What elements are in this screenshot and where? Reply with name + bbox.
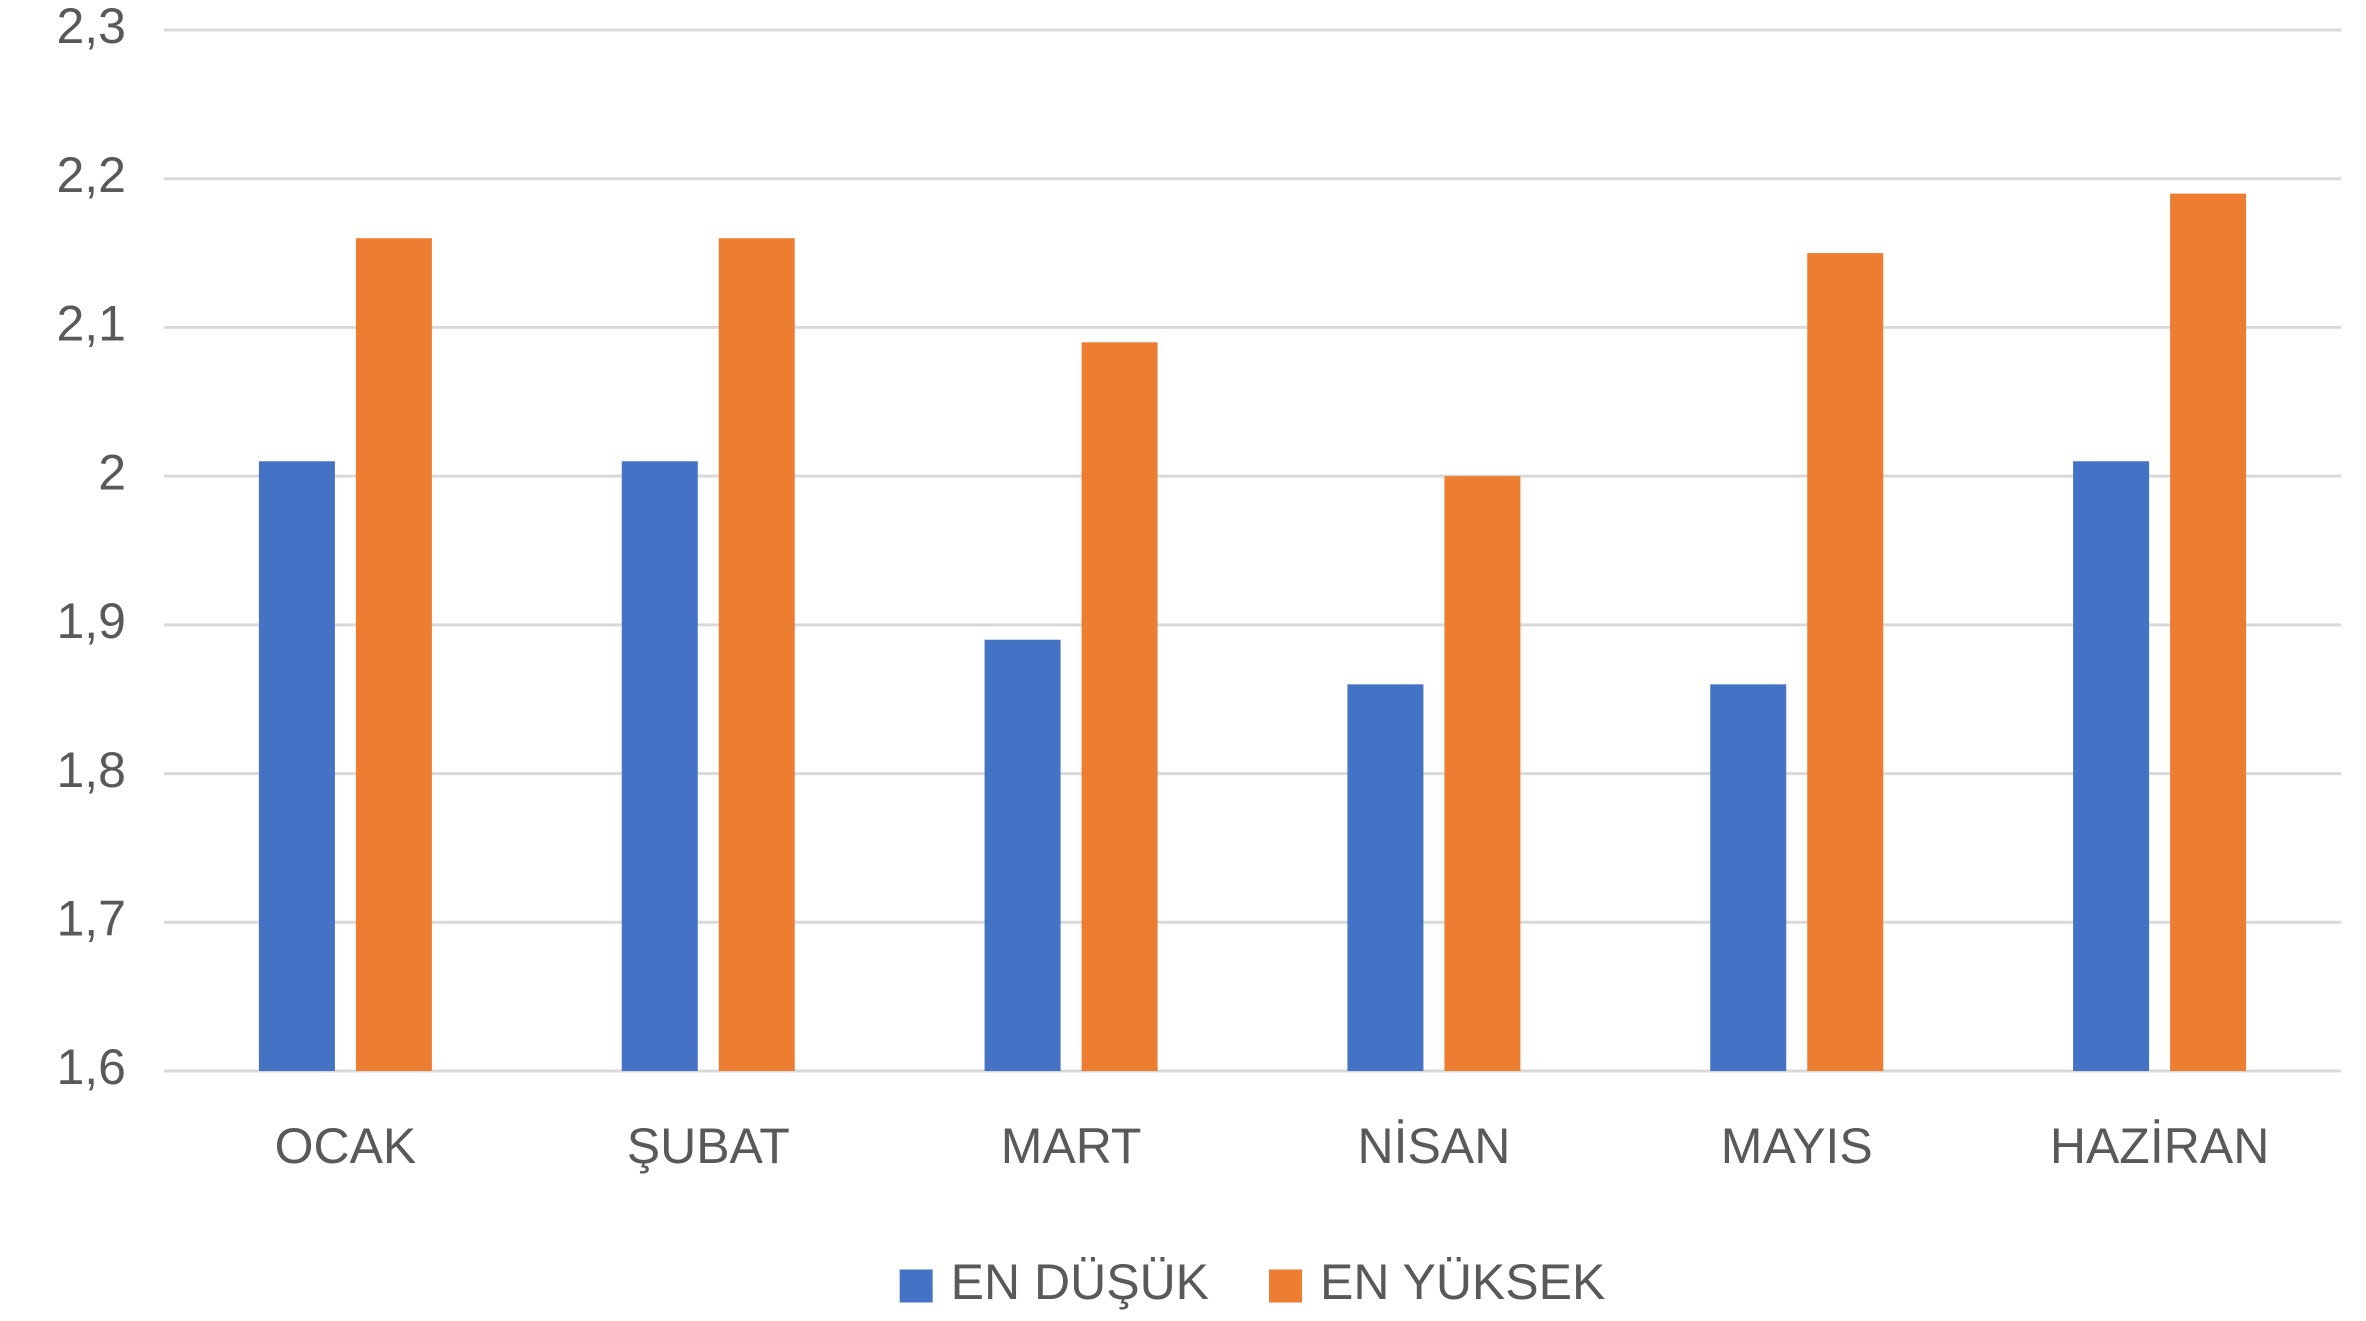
bar	[258, 461, 335, 1071]
bar	[1807, 253, 1884, 1072]
x-tick-label: NİSAN	[1358, 1118, 1511, 1174]
x-tick-label: OCAK	[275, 1118, 417, 1174]
y-tick-label: 1,7	[56, 890, 126, 946]
y-tick-label: 2,3	[56, 0, 126, 54]
legend-swatch	[899, 1269, 933, 1303]
bar	[621, 461, 698, 1071]
bar	[1347, 684, 1424, 1071]
bar	[355, 238, 432, 1071]
y-tick-label: 1,9	[56, 593, 126, 649]
x-tick-label: MART	[1001, 1118, 1142, 1174]
y-tick-label: 2,1	[56, 296, 126, 352]
y-tick-label: 2	[98, 444, 126, 500]
bar	[1710, 684, 1787, 1071]
bar	[2170, 193, 2247, 1072]
y-tick-label: 1,8	[56, 742, 126, 798]
y-tick-label: 1,6	[56, 1039, 126, 1095]
x-tick-label: ŞUBAT	[627, 1118, 790, 1174]
bar	[2073, 461, 2150, 1071]
x-tick-label: HAZİRAN	[2050, 1118, 2269, 1174]
bar	[718, 238, 795, 1071]
bar	[1081, 342, 1158, 1071]
legend-label: EN DÜŞÜK	[951, 1254, 1209, 1310]
bar	[1444, 476, 1521, 1072]
bar	[984, 639, 1061, 1071]
x-tick-label: MAYIS	[1721, 1118, 1873, 1174]
y-tick-label: 2,2	[56, 147, 126, 203]
legend-swatch	[1269, 1269, 1303, 1303]
legend-label: EN YÜKSEK	[1320, 1254, 1605, 1310]
